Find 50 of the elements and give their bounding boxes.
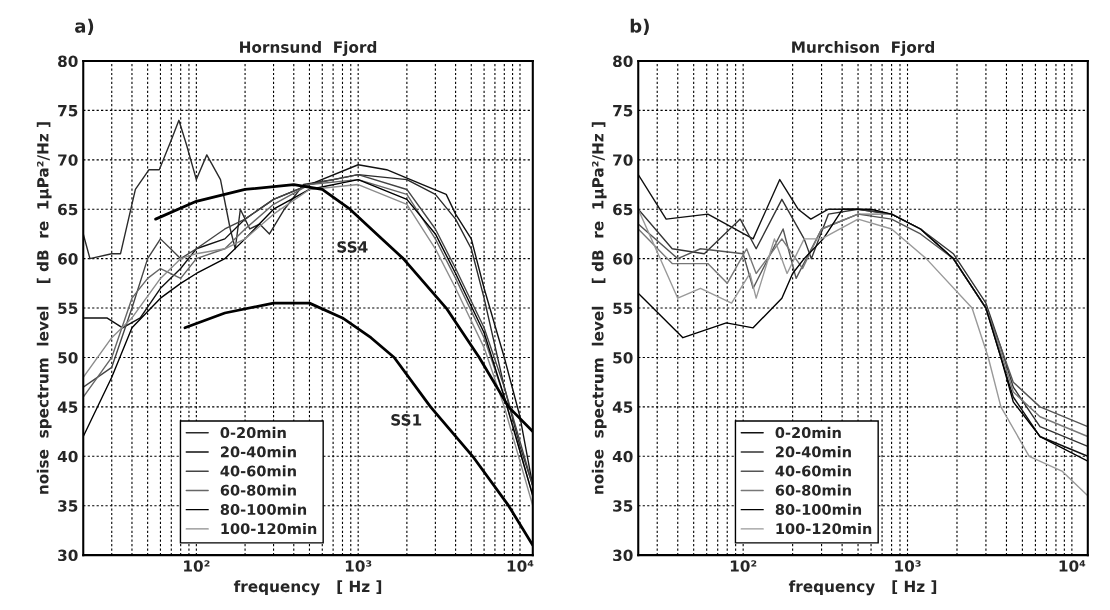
text: b) (630, 18, 649, 35)
y-axis-title: noise spectrum level [ dB re 1μPa²/Hz ] (591, 122, 607, 494)
y-tick-label: 40 (57, 450, 78, 463)
y-tick-label: 55 (58, 302, 78, 315)
annotation: SS1 (391, 414, 422, 426)
x-tick-label: 10² (184, 560, 210, 572)
y-tick-label: 65 (58, 203, 78, 216)
y-tick-label: 35 (58, 500, 78, 512)
y-tick-label: 40 (612, 450, 633, 463)
legend-label: 60-80min (220, 484, 296, 496)
x-tick-label: 10⁴ (507, 560, 534, 572)
y-tick-label: 30 (58, 549, 78, 562)
x-tick-label: 10⁴ (1059, 560, 1086, 572)
text: a) (75, 18, 94, 35)
chart-title: Hornsund Fjord (240, 41, 377, 56)
legend-label: 80-100min (775, 503, 862, 515)
y-tick-label: 80 (58, 55, 78, 68)
y-tick-label: 60 (613, 253, 633, 265)
y-tick-label: 55 (613, 302, 633, 315)
legend-label: 20-40min (775, 446, 851, 458)
annotation: SS4 (337, 241, 368, 253)
x-tick-label: 10³ (345, 560, 372, 572)
y-tick-label: 75 (613, 105, 633, 117)
y-tick-label: 70 (58, 154, 78, 166)
y-tick-label: 50 (58, 351, 78, 364)
y-tick-label: 35 (613, 500, 633, 512)
y-tick-label: 45 (612, 401, 633, 413)
y-tick-label: 60 (58, 253, 78, 265)
x-axis-title: frequency [ Hz ] (233, 580, 382, 596)
legend-label: 80-100min (220, 503, 307, 515)
x-tick-label: 10² (730, 560, 757, 572)
y-tick-label: 80 (613, 55, 633, 68)
legend-label: 40-60min (775, 465, 851, 477)
x-tick-label: 10³ (895, 560, 921, 572)
legend-label: 20-40min (220, 446, 296, 458)
y-tick-label: 50 (613, 351, 633, 364)
legend-label: 0-20min (775, 426, 841, 439)
chart-title: Murchison Fjord (792, 41, 935, 56)
y-tick-label: 45 (57, 401, 78, 413)
y-axis-title: noise spectrum level [ dB re 1μPa²/Hz ] (36, 122, 52, 494)
legend-label: 0-20min (220, 426, 286, 439)
legend-label: 60-80min (775, 484, 851, 496)
legend-label: 100-120min (221, 522, 317, 535)
x-axis-title: frequency [ Hz ] (788, 580, 937, 596)
y-tick-label: 75 (58, 105, 78, 117)
y-tick-label: 70 (613, 154, 633, 166)
legend-label: 100-120min (776, 522, 872, 535)
y-tick-label: 65 (613, 203, 633, 216)
legend-label: 40-60min (220, 465, 296, 477)
y-tick-label: 30 (613, 549, 633, 562)
